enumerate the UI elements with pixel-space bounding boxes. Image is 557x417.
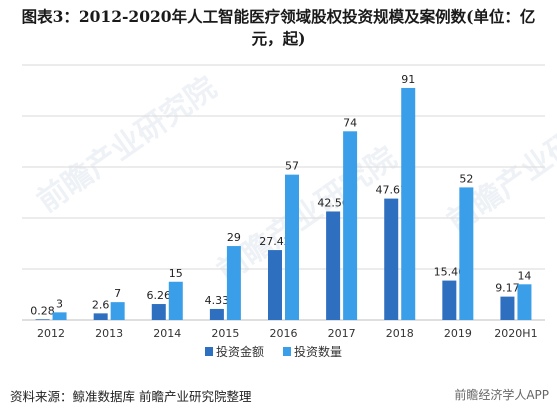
bar-investment-count (285, 174, 299, 320)
data-label: 7 (114, 287, 121, 300)
bar-investment-count (517, 284, 532, 320)
data-label: 15.46 (434, 266, 466, 279)
bar-investment-amount (268, 250, 282, 320)
bar-investment-count (110, 302, 125, 320)
data-label: 9.17 (495, 282, 520, 295)
data-label: 14 (517, 269, 531, 282)
legend-label: 投资数量 (294, 344, 342, 359)
data-label: 27.42 (259, 235, 291, 248)
bar-investment-amount (35, 319, 50, 320)
bar-investment-count (401, 87, 416, 320)
bar-investment-count (52, 312, 67, 320)
x-tick-label: 2012 (37, 327, 65, 340)
legend-label: 投资金额 (216, 344, 264, 359)
data-label: 52 (459, 172, 473, 185)
bar-chart: 0.283 2012 2.6 7 2013 6.26 15 2014 4.33 29 2015 27.… (22, 64, 545, 359)
x-tick-label: 2019 (444, 327, 472, 340)
legend-swatch (205, 347, 213, 356)
bar-investment-amount (209, 308, 224, 320)
x-tick-label: 2016 (270, 327, 298, 340)
data-label: 42.56 (317, 196, 349, 209)
x-tick-label: 2018 (386, 327, 414, 340)
bar-investment-amount (384, 198, 399, 320)
x-tick-label: 2014 (153, 327, 181, 340)
bar-investment-amount (326, 211, 341, 320)
bar-investment-amount (500, 296, 515, 320)
x-tick-label: 2020H1 (494, 327, 537, 340)
bar-investment-amount (93, 313, 108, 320)
legend-swatch (283, 347, 291, 356)
data-label: 15 (169, 267, 183, 280)
bar-investment-amount (442, 280, 457, 320)
brand-label: 前瞻经济学人APP (454, 388, 549, 402)
data-label: 57 (285, 160, 299, 173)
bar-investment-amount (151, 304, 166, 320)
data-label: 4.33 (205, 294, 230, 307)
data-label: 74 (343, 116, 357, 129)
bar-investment-count (168, 281, 183, 320)
x-tick-label: 2015 (211, 327, 239, 340)
data-label: 6.26 (147, 289, 172, 302)
x-tick-label: 2017 (328, 327, 356, 340)
bar-investment-count (226, 246, 241, 320)
data-label: 91 (401, 73, 415, 86)
data-label: 3 (56, 297, 63, 310)
source-note: 资料来源：鲸准数据库 前瞻产业研究院整理 (10, 389, 252, 404)
data-label: 29 (227, 231, 241, 244)
x-tick-label: 2013 (95, 327, 123, 340)
data-label: 2.6 (92, 298, 110, 311)
bar-investment-count (343, 131, 358, 320)
data-label: 47.61 (375, 184, 407, 197)
bar-investment-count (459, 187, 474, 320)
chart-title: 图表3：2012-2020年人工智能医疗领域股权投资规模及案例数(单位：亿元，起… (21, 7, 536, 48)
data-label: 0.28 (30, 304, 55, 317)
